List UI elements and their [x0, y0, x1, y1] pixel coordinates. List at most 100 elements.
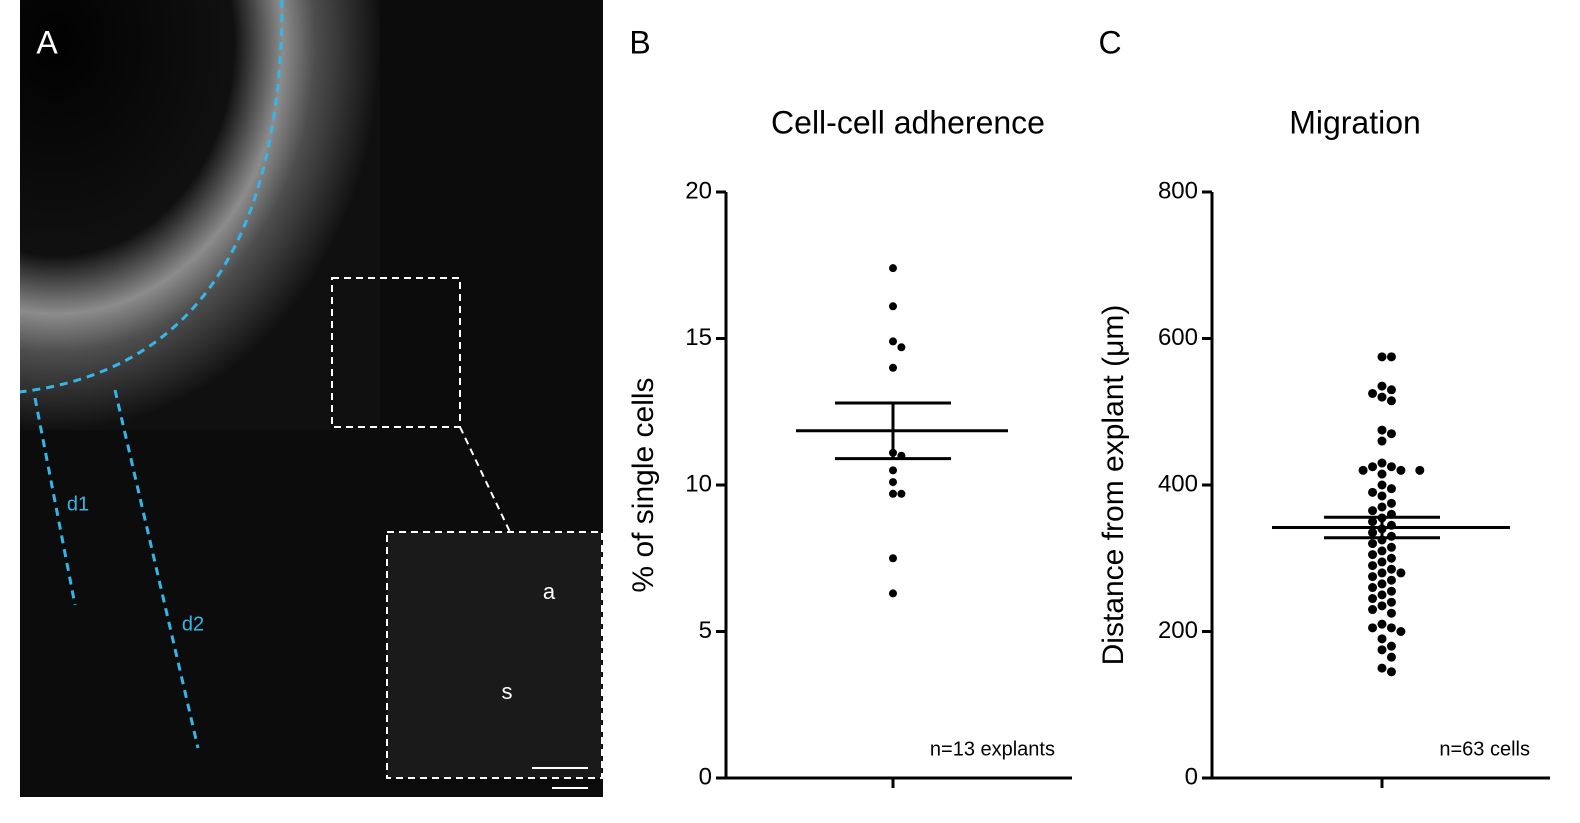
y-axis-label: % of single cells: [627, 377, 660, 592]
data-point: [889, 466, 897, 475]
data-point: [889, 478, 897, 487]
data-point: [1415, 465, 1425, 475]
data-point: [1377, 425, 1387, 435]
data-point: [1396, 465, 1406, 475]
data-point: [1368, 572, 1378, 582]
data-point: [1396, 627, 1406, 636]
y-tick-label: 400: [1158, 470, 1198, 497]
data-point: [897, 489, 906, 498]
data-point: [1386, 597, 1396, 607]
data-point: [1386, 462, 1396, 472]
data-point: [1368, 462, 1378, 472]
data-point: [1386, 385, 1396, 395]
data-point: [1368, 594, 1378, 604]
data-point: [1368, 605, 1378, 615]
y-tick-label: 600: [1158, 324, 1198, 351]
data-point: [1396, 568, 1406, 578]
data-point: [1368, 487, 1378, 497]
data-point: [1377, 480, 1387, 490]
data-point: [1368, 550, 1378, 560]
panel-label: B: [629, 24, 650, 60]
data-point: [1377, 546, 1387, 556]
panel-label: C: [1098, 24, 1121, 60]
explant-glow: [20, 0, 380, 430]
y-tick-label: 10: [685, 470, 712, 497]
data-point: [1368, 623, 1378, 633]
data-point: [889, 302, 897, 311]
zoom-box: [331, 277, 461, 428]
data-point: [1377, 458, 1387, 468]
data-point: [1368, 561, 1378, 571]
panel-label: A: [36, 24, 58, 60]
annotation: n=63 cells: [1439, 738, 1530, 760]
annotation: n=13 explants: [930, 738, 1055, 760]
distance-line: [113, 389, 200, 749]
data-point: [1368, 517, 1378, 527]
data-point: [1386, 667, 1396, 677]
data-point: [1377, 502, 1387, 512]
zoom-connector: [459, 426, 511, 533]
distance-line: [33, 397, 77, 606]
data-point: [1368, 539, 1378, 549]
data-point: [1386, 564, 1396, 574]
data-point: [1377, 436, 1387, 446]
data-point: [1377, 469, 1387, 479]
data-point: [889, 554, 897, 563]
annotation: s: [502, 679, 513, 704]
y-tick-label: 800: [1158, 177, 1198, 204]
data-point: [1377, 590, 1387, 600]
data-point: [1377, 557, 1387, 567]
y-tick-label: 5: [699, 617, 712, 644]
data-point: [1368, 583, 1378, 593]
data-point: [1377, 601, 1387, 611]
data-point: [1386, 623, 1396, 633]
data-point: [1377, 381, 1387, 391]
data-point: [889, 264, 897, 273]
data-point: [1368, 388, 1378, 398]
data-point: [1386, 553, 1396, 563]
data-point: [1386, 652, 1396, 662]
data-point: [897, 343, 906, 352]
y-tick-label: 200: [1158, 617, 1198, 644]
data-point: [1358, 465, 1368, 475]
data-point: [1386, 608, 1396, 618]
inset: [386, 531, 603, 779]
y-tick-label: 0: [699, 763, 712, 790]
y-tick-label: 15: [685, 324, 712, 351]
data-point: [889, 489, 897, 498]
data-point: [1368, 506, 1378, 516]
data-point: [1386, 498, 1396, 508]
data-point: [1386, 542, 1396, 552]
data-point: [1386, 484, 1396, 494]
data-point: [1377, 392, 1387, 402]
data-point: [1377, 491, 1387, 501]
data-point: [1386, 575, 1396, 585]
annotation: d2: [182, 613, 204, 635]
data-point: [1377, 619, 1387, 629]
annotation: d1: [67, 493, 89, 515]
data-point: [1386, 352, 1396, 362]
data-point: [889, 363, 897, 372]
data-point: [1386, 429, 1396, 439]
annotation: a: [543, 579, 556, 604]
data-point: [1377, 579, 1387, 589]
data-point: [1377, 634, 1387, 644]
data-point: [1386, 641, 1396, 651]
y-axis-label: Distance from explant (μm): [1097, 305, 1130, 666]
data-point: [1377, 663, 1387, 673]
data-point: [889, 589, 897, 598]
explant-border: [19, 0, 284, 394]
data-point: [1377, 645, 1387, 655]
chart-title: Cell-cell adherence: [771, 104, 1045, 140]
data-point: [1377, 352, 1387, 362]
data-point: [889, 337, 897, 346]
data-point: [1377, 568, 1387, 578]
y-tick-label: 20: [685, 177, 712, 204]
y-tick-label: 0: [1185, 763, 1198, 790]
data-point: [1368, 528, 1378, 538]
chart-title: Migration: [1289, 104, 1421, 140]
data-point: [1386, 586, 1396, 596]
data-point: [1386, 396, 1396, 406]
